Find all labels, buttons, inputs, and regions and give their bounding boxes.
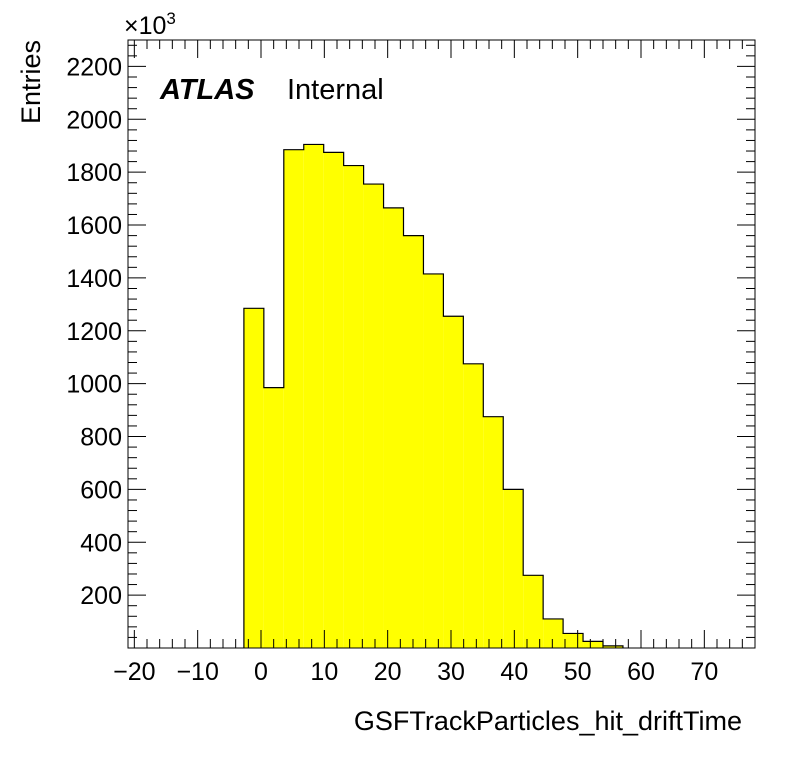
x-tick-label: 30	[437, 658, 465, 686]
x-tick-label: 40	[500, 658, 528, 686]
x-tick-label: 70	[690, 658, 718, 686]
x-tick-labels: −20 −10 0 10 20 30 40 50 60 70	[113, 658, 718, 686]
y-tick-labels: 200 400 600 800 1000 1200 1400 1600 1800 2000 2200	[66, 53, 122, 610]
x-tick-label: 20	[374, 658, 402, 686]
x-tick-label: 50	[564, 658, 592, 686]
x-axis-title: GSFTrackParticles_hit_driftTime	[354, 706, 742, 736]
histogram-bar	[523, 575, 544, 648]
y-tick-label: 2000	[66, 106, 122, 134]
y-tick-label: 1600	[66, 212, 122, 240]
x-tick-label: 60	[627, 658, 655, 686]
histogram-bar	[423, 273, 444, 648]
axis-ticks	[128, 40, 755, 648]
y-tick-label: 1800	[66, 159, 122, 187]
histogram-bar	[443, 316, 464, 648]
histogram-bar	[483, 416, 504, 648]
histogram-bars	[243, 143, 624, 649]
histogram-bar	[243, 308, 264, 648]
plot-frame	[127, 39, 756, 649]
histogram-bar	[463, 363, 484, 648]
x-tick-label: 10	[310, 658, 338, 686]
histogram-bar	[323, 152, 344, 648]
histogram-bar	[403, 235, 424, 649]
y-multiplier-exponent: 3	[166, 9, 175, 28]
y-tick-label: 1000	[66, 371, 122, 399]
y-tick-label: 800	[80, 424, 122, 452]
y-tick-label: 1200	[66, 318, 122, 346]
y-tick-label: 200	[80, 582, 122, 610]
histogram-bar	[283, 149, 304, 648]
histogram-bar	[363, 184, 384, 648]
histogram-bar	[503, 489, 524, 648]
histogram-bar	[563, 633, 584, 648]
y-multiplier-base: ×10	[124, 12, 166, 40]
x-tick-label: −10	[176, 658, 218, 686]
y-axis-multiplier: ×103	[124, 9, 176, 40]
y-tick-label: 1400	[66, 265, 122, 293]
x-tick-label: 0	[254, 658, 268, 686]
histogram-outline	[243, 143, 624, 648]
y-axis-title: Entries	[16, 40, 46, 124]
internal-label: Internal	[287, 74, 384, 106]
y-tick-label: 2200	[66, 53, 122, 81]
histogram-bar	[303, 144, 324, 648]
histogram-bar	[263, 387, 284, 648]
histogram-bar	[343, 165, 364, 648]
y-tick-label: 400	[80, 529, 122, 557]
atlas-label: ATLAS	[159, 74, 255, 106]
histogram-bar	[583, 641, 603, 648]
histogram-bar	[603, 645, 623, 648]
histogram-bar	[383, 207, 404, 648]
x-tick-label: −20	[113, 658, 155, 686]
y-tick-label: 600	[80, 476, 122, 504]
histogram-bar	[543, 618, 564, 648]
